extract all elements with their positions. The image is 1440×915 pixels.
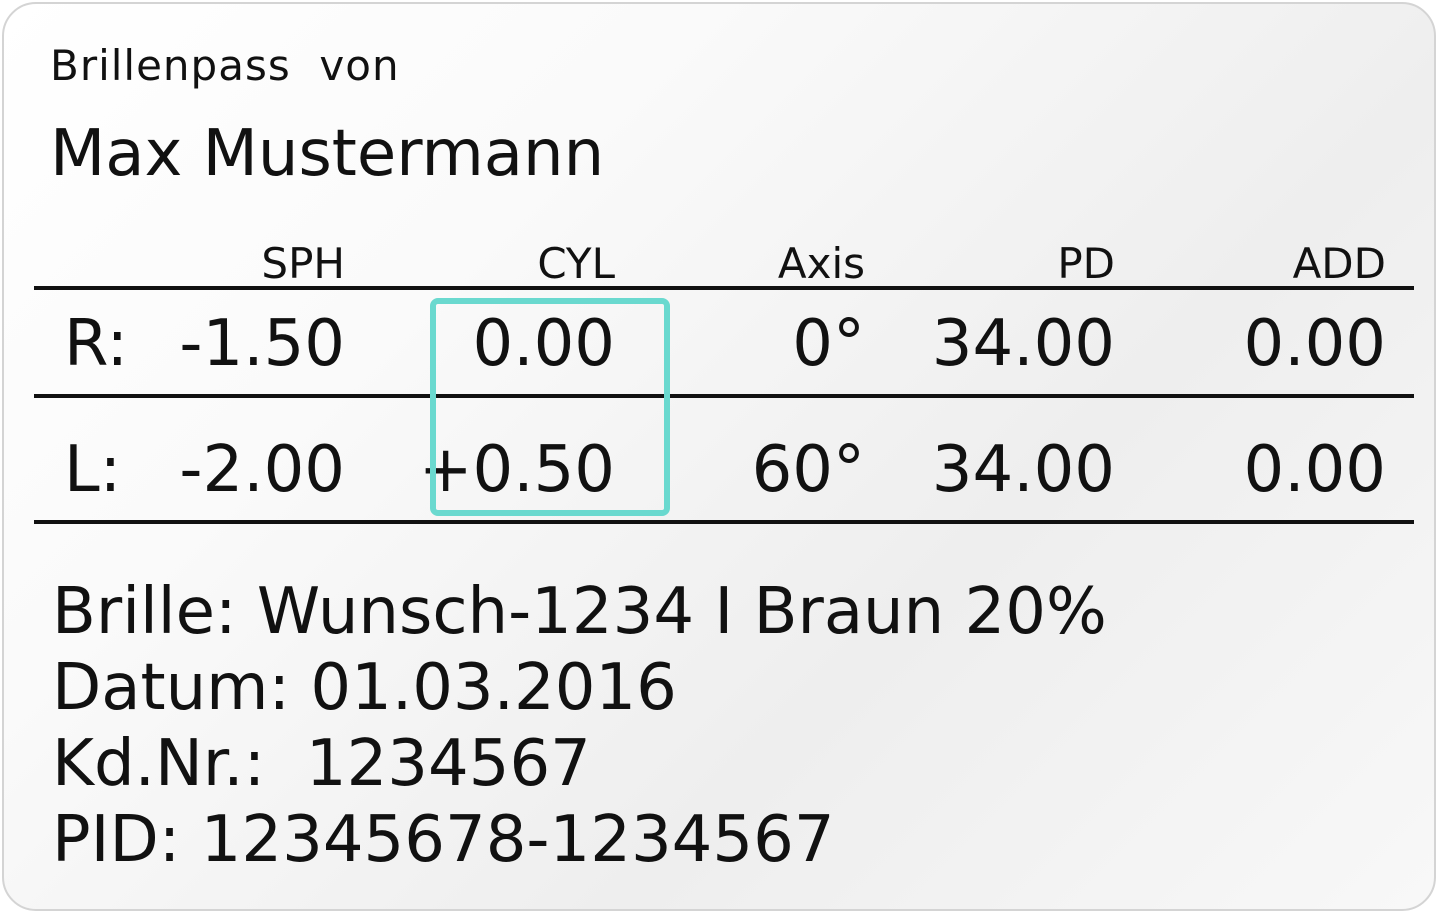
- frame-info: Brille: Wunsch-1234 I Braun 20%: [52, 575, 1107, 649]
- cyl-column-highlight: [430, 298, 670, 516]
- table-middle-rule: [34, 394, 1414, 398]
- left-pd-value: 34.00: [931, 433, 1115, 507]
- table-bottom-rule: [34, 520, 1414, 524]
- left-add-value: 0.00: [1243, 433, 1387, 507]
- column-header-pd: PD: [1057, 239, 1115, 288]
- customer-number-info: Kd.Nr.: 1234567: [52, 727, 591, 801]
- column-header-sph: SPH: [261, 239, 345, 288]
- right-cyl-value: 0.00: [472, 307, 616, 381]
- patient-name: Max Mustermann: [50, 117, 605, 191]
- left-axis-value: 60°: [751, 433, 865, 507]
- pid-info: PID: 12345678-1234567: [52, 803, 835, 877]
- column-header-cyl: CYL: [537, 239, 615, 288]
- column-header-axis: Axis: [777, 239, 865, 288]
- column-header-add: ADD: [1292, 239, 1386, 288]
- right-axis-value: 0°: [792, 307, 865, 381]
- right-sph-value: -1.50: [179, 307, 345, 381]
- card-subtitle: Brillenpass von: [50, 41, 400, 90]
- left-sph-value: -2.00: [179, 433, 345, 507]
- left-cyl-value: +0.50: [418, 433, 615, 507]
- row-label-left-eye: L:: [64, 433, 122, 507]
- right-pd-value: 34.00: [931, 307, 1115, 381]
- row-label-right-eye: R:: [64, 307, 129, 381]
- table-top-rule: [34, 286, 1414, 290]
- right-add-value: 0.00: [1243, 307, 1387, 381]
- date-info: Datum: 01.03.2016: [52, 651, 677, 725]
